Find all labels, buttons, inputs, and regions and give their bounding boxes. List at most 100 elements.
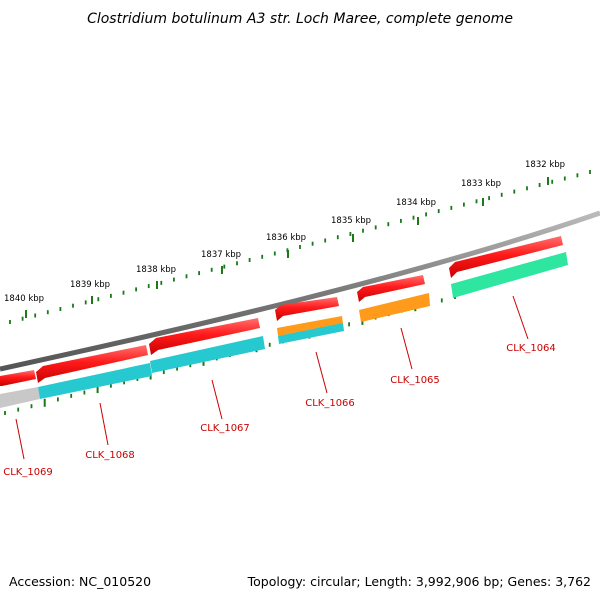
- ruler-dot: [551, 179, 554, 184]
- label-leader: [400, 327, 413, 370]
- ruler-dot: [336, 235, 339, 240]
- gene-label-clk-1067[interactable]: CLK_1067: [200, 423, 250, 434]
- gene-arrow[interactable]: [275, 297, 339, 321]
- ruler-dot: [198, 271, 200, 276]
- ruler-dot: [400, 218, 402, 223]
- track-dot: [268, 342, 271, 347]
- cds-band[interactable]: [451, 252, 568, 298]
- ruler-tick-label: 1834 kbp: [396, 198, 436, 208]
- ruler-major-tick: [25, 310, 27, 318]
- gene-label-clk-1068[interactable]: CLK_1068: [85, 450, 135, 461]
- ruler-dot: [437, 209, 440, 214]
- gene-arrow[interactable]: [357, 275, 425, 302]
- genome-backbone: [0, 210, 600, 372]
- gene-label-clk-1069[interactable]: CLK_1069: [3, 467, 53, 478]
- cds-band[interactable]: [359, 293, 430, 322]
- ruler-dot: [59, 307, 62, 311]
- ruler-dot: [248, 258, 251, 262]
- cds-band[interactable]: [277, 316, 343, 336]
- ruler-tick-label: 1832 kbp: [525, 160, 565, 170]
- topology-text: Topology: circular; Length: 3,992,906 bp…: [247, 574, 591, 589]
- cds-bands: [0, 252, 568, 408]
- cds-band[interactable]: [0, 387, 40, 408]
- ruler-major-tick: [417, 217, 419, 225]
- ruler-dot: [311, 241, 314, 246]
- ruler-ticks: 1840 kbp 1839 kbp 1838 kbp 1837 kbp 1836 kbp…: [4, 160, 565, 318]
- ruler-dot: [299, 245, 301, 249]
- ruler-dot: [425, 212, 427, 217]
- ruler-dot: [412, 215, 415, 220]
- ruler-dot: [236, 261, 238, 266]
- ruler-tick-label: 1840 kbp: [4, 294, 44, 304]
- ruler-dot: [324, 238, 327, 243]
- ruler-tick-label: 1839 kbp: [70, 280, 110, 290]
- ruler-tick-label: 1833 kbp: [461, 179, 501, 189]
- ruler-dot: [46, 310, 49, 315]
- ruler-dot: [576, 173, 579, 178]
- cds-band[interactable]: [278, 323, 344, 344]
- gene-labels: CLK_1069 CLK_1068 CLK_1067 CLK_1066 CLK_…: [3, 343, 556, 478]
- gene-arrow[interactable]: [449, 236, 563, 278]
- track-dot: [17, 407, 20, 412]
- label-leader: [512, 295, 529, 340]
- ruler-dot: [589, 170, 591, 174]
- ruler-major-tick: [352, 234, 354, 242]
- track-dot: [176, 366, 178, 371]
- gene-label-clk-1065[interactable]: CLK_1065: [390, 375, 440, 386]
- ruler-major-tick: [287, 250, 289, 258]
- ruler-dot: [147, 284, 150, 289]
- ruler-dot: [97, 297, 100, 302]
- label-leaders: [15, 295, 529, 460]
- ruler-major-tick: [156, 281, 158, 289]
- cds-band[interactable]: [150, 336, 265, 373]
- ruler-major-tick: [91, 296, 93, 304]
- track-dot: [123, 380, 125, 385]
- ruler-major-tick: [547, 177, 549, 185]
- track-dot: [57, 397, 59, 402]
- gene-arrow[interactable]: [36, 345, 148, 383]
- ruler-dot: [500, 192, 503, 197]
- ruler-tick-label: 1836 kbp: [266, 233, 306, 243]
- ruler-dot: [513, 189, 516, 194]
- gene-arrows: [0, 236, 563, 386]
- ruler-dot: [9, 320, 11, 324]
- gene-label-clk-1066[interactable]: CLK_1066: [305, 398, 355, 409]
- ruler-dot: [387, 222, 390, 227]
- ruler-dot: [475, 199, 478, 204]
- ruler-dot: [173, 277, 175, 282]
- track-dot: [43, 398, 46, 407]
- ruler-tick-label: 1838 kbp: [136, 265, 176, 275]
- track-dot: [162, 370, 165, 375]
- gene-arrow[interactable]: [149, 318, 260, 355]
- ruler-dot: [463, 202, 465, 207]
- ruler-dot: [34, 313, 37, 318]
- gene-label-clk-1064[interactable]: CLK_1064: [506, 343, 556, 354]
- gene-arrow[interactable]: [0, 370, 36, 386]
- ruler-dot: [450, 205, 453, 210]
- track-dot: [348, 322, 350, 327]
- ruler-dot: [273, 251, 276, 256]
- track-dot: [30, 404, 33, 409]
- label-leader: [15, 418, 25, 460]
- ruler-dot: [526, 186, 528, 191]
- ruler-track: [9, 170, 591, 324]
- ruler-tick-label: 1835 kbp: [331, 216, 371, 226]
- ruler-dot: [362, 228, 364, 233]
- track-dot: [110, 383, 112, 388]
- ruler-dot: [563, 176, 566, 181]
- ruler-dot: [160, 280, 163, 285]
- ruler-dot: [84, 300, 87, 305]
- track-dot: [83, 390, 86, 395]
- label-leader: [315, 351, 328, 394]
- ruler-dot: [110, 293, 112, 298]
- accession-text: Accession: NC_010520: [9, 574, 151, 589]
- label-leader: [211, 379, 223, 420]
- ruler-dot: [122, 290, 125, 295]
- label-leader: [99, 402, 109, 446]
- ruler-dot: [261, 254, 264, 259]
- ruler-dot: [374, 225, 377, 230]
- ruler-dot: [135, 287, 137, 292]
- cds-band[interactable]: [38, 363, 152, 399]
- ruler-dot: [21, 316, 24, 321]
